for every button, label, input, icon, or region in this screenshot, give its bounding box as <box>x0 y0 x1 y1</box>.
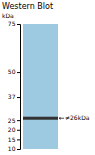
annotation-arrow <box>59 118 64 119</box>
y-label: kDa <box>2 12 14 19</box>
tick-mark <box>17 120 20 121</box>
tick-mark <box>17 97 20 98</box>
tick-mark <box>17 24 20 25</box>
chart: Western BlotkDa75 50 37 25 20 15 10 ≠26kDa <box>0 0 95 155</box>
tick: 25 <box>8 117 20 124</box>
band <box>23 117 58 120</box>
tick-label: 10 <box>8 145 16 152</box>
tick-mark <box>17 72 20 73</box>
tick-mark <box>17 149 20 150</box>
tick-label: 75 <box>8 20 16 27</box>
tick: 15 <box>8 136 20 143</box>
axis-line <box>17 25 21 150</box>
title: Western Blot <box>2 2 53 11</box>
tick-label: 50 <box>8 68 16 75</box>
tick-label: 15 <box>8 136 16 143</box>
tick: 50 <box>8 68 20 75</box>
y-axis: 75 50 37 25 20 15 10 <box>8 20 21 152</box>
tick-label: 25 <box>8 117 16 124</box>
marks <box>23 24 58 149</box>
plot: 75 50 37 25 20 15 10 ≠26kDa <box>8 20 90 152</box>
tick: 75 <box>8 20 20 27</box>
tick: 10 <box>8 145 20 152</box>
annotation: ≠26kDa <box>65 114 90 121</box>
tick-mark <box>17 130 20 131</box>
tick-label: 37 <box>8 93 16 100</box>
tick-label: 20 <box>8 126 16 133</box>
lane <box>23 24 58 149</box>
tick: 20 <box>8 126 20 133</box>
tick-mark <box>17 139 20 140</box>
tick: 37 <box>8 93 20 100</box>
